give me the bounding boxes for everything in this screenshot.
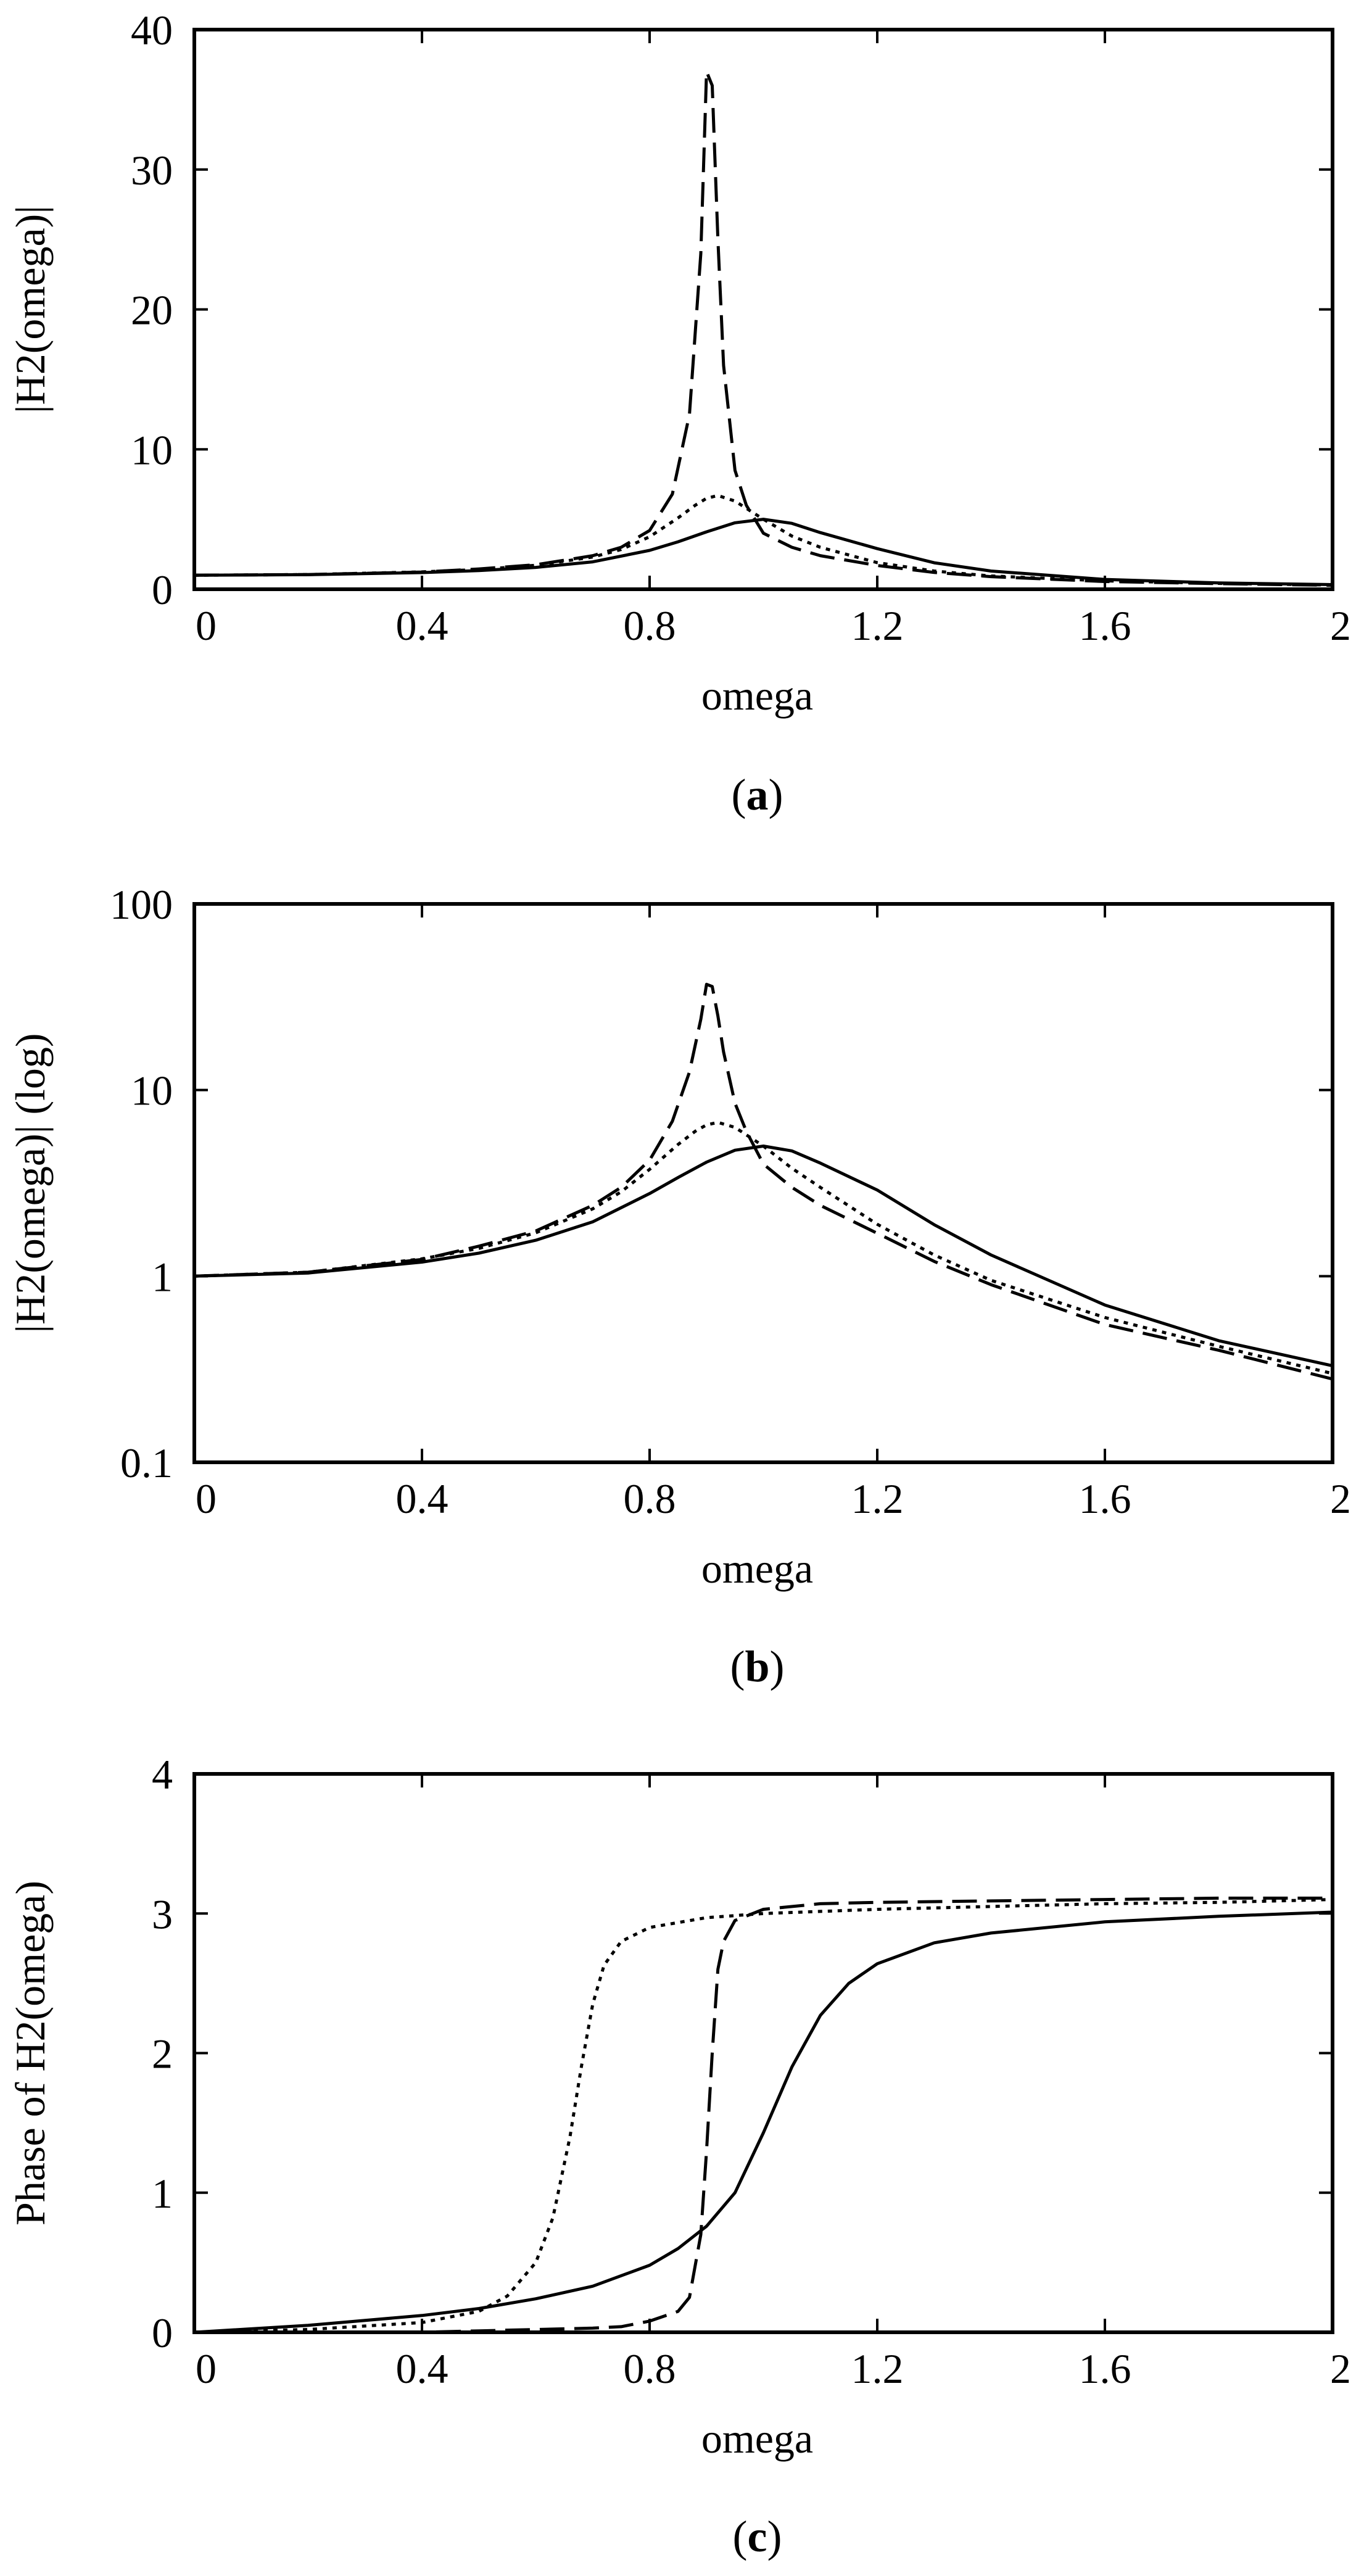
y-tick-label: 10 [131,426,173,473]
y-tick-label: 0.1 [120,1439,173,1486]
chart-panel-c: 0 0.4 0.8 1.2 1.6 2 0 1 2 3 4 omega Phase of H2(omeg… [7,1751,1351,2561]
x-tick-label: 0 [196,602,217,649]
panel-caption: (a) [732,770,783,819]
x-tick-label: 1.6 [1079,602,1131,649]
y-axis-label: |H2(omega)| [7,205,54,413]
series-line-dashed [194,1896,1333,2334]
x-tick-label: 0.4 [396,1475,448,1522]
series-line-solid [194,1145,1333,1368]
x-tick-label: 0.4 [396,2345,448,2392]
chart-panel-a: 0 0.4 0.8 1.2 1.6 2010203040omega|H2(omega)|(… [7,7,1351,819]
y-tick-label: 1 [152,2170,173,2217]
y-tick-label: 10 [131,1067,173,1114]
caption-close-paren: ) [769,770,783,819]
caption-letter: b [745,1642,769,1691]
series-line-solid [194,1910,1333,2334]
y-axis-label: |H2(omega)| (log) [7,1033,54,1333]
x-tick-label: 1.6 [1079,2345,1131,2392]
y-tick-label: 3 [152,1891,173,1937]
x-tick-label: 2 [1330,602,1351,649]
y-tick-label: 40 [131,7,173,54]
x-tick-label: 0 [196,2345,217,2392]
caption-open-paren: ( [730,1642,745,1691]
plot-frame-a [192,28,1334,591]
x-axis-label: omega [701,672,813,719]
y-tick-label: 20 [131,287,173,334]
panel-caption: (b) [730,1642,784,1691]
panel-caption: (c) [733,2512,782,2561]
caption-letter: c [748,2512,767,2561]
x-tick-label: 2 [1330,1475,1351,1522]
y-tick-label: 4 [152,1751,173,1798]
y-tick-label: 1 [152,1253,173,1300]
x-tick-label: 0 [196,1475,217,1522]
x-tick-label: 0.4 [396,602,448,649]
y-tick-label: 2 [152,2031,173,2077]
caption-open-paren: ( [733,2512,748,2561]
x-tick-label: 0.8 [624,2345,676,2392]
y-tick-label: 100 [110,881,173,928]
caption-close-paren: ) [767,2512,782,2561]
x-tick-label: 1.2 [851,2345,904,2392]
y-axis-label: Phase of H2(omega) [7,1881,54,2226]
caption-letter: a [746,770,769,819]
x-tick-label: 0.8 [624,602,676,649]
y-tick-label: 0 [152,566,173,613]
series-line-solid [194,518,1333,586]
x-tick-label: 2 [1330,2345,1351,2392]
plot-frame-c [192,1772,1334,2334]
x-tick-label: 1.6 [1079,1475,1131,1522]
y-tick-label: 0 [152,2309,173,2356]
chart-panel-b: 0 0.4 0.8 1.2 1.6 2 0.1 1 10 100 omega |H2(omega)| … [7,881,1351,1691]
x-axis-label: omega [701,1545,813,1592]
x-axis-label: omega [701,2415,813,2462]
series-line-dashed [194,70,1333,587]
series-line-dotted [194,1120,1333,1375]
x-tick-label: 1.2 [851,602,904,649]
x-tick-label: 0.8 [624,1475,676,1522]
x-tick-label: 1.2 [851,1475,904,1522]
series-line-dashed [194,982,1333,1381]
series-line-dotted [194,494,1333,587]
caption-open-paren: ( [732,770,746,819]
plot-frame-b [192,902,1334,1464]
y-tick-label: 30 [131,147,173,194]
caption-close-paren: ) [770,1642,785,1691]
series-line-dotted [194,1898,1333,2334]
